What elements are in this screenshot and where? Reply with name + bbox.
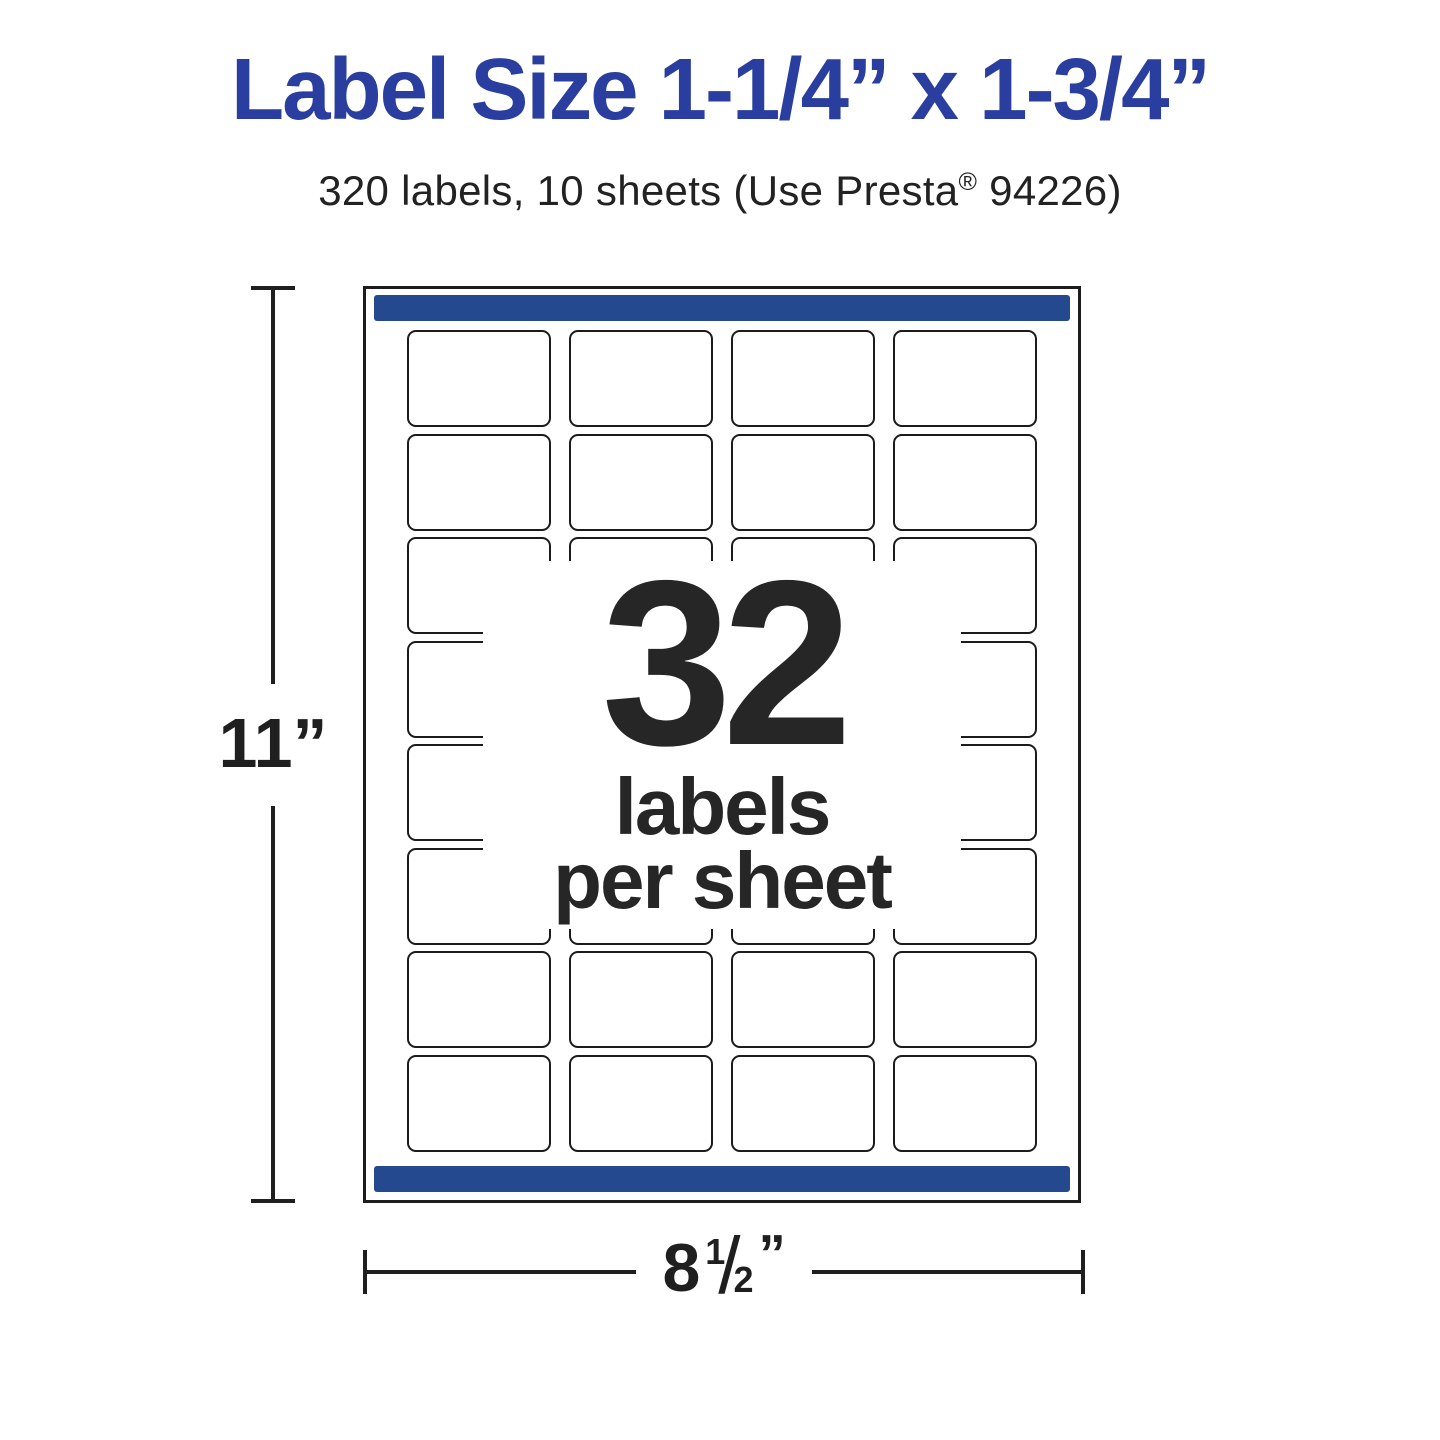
height-dim-bottom-cap [251, 1199, 295, 1203]
page-subtitle: 320 labels, 10 sheets (Use Presta® 94226… [0, 167, 1440, 215]
height-dimension: 11” [219, 286, 328, 1203]
label-cell [731, 1054, 875, 1152]
label-cell [407, 433, 551, 531]
sheet-bottom-strip [374, 1166, 1070, 1192]
width-whole-number: 8 [662, 1230, 701, 1306]
width-unit-mark: ” [758, 1224, 786, 1284]
sheet-top-strip [374, 295, 1070, 321]
height-dim-upper-line [271, 290, 275, 684]
label-cell [407, 951, 551, 1048]
height-dim-top-cap [251, 286, 295, 290]
label-cell [569, 330, 713, 427]
labels-per-sheet-callout: 32 labels per sheet [483, 531, 961, 930]
labels-count-word: labels [614, 761, 832, 851]
height-dim-label: 11” [218, 703, 328, 782]
height-dim-lower-line [271, 805, 275, 1199]
label-cell [893, 951, 1037, 1048]
label-cell [893, 330, 1037, 427]
width-fraction-denominator: 2 [733, 1259, 754, 1300]
width-dim-right-tick [1081, 1250, 1085, 1294]
width-dim-left-tick [363, 1250, 367, 1294]
label-cell [569, 951, 713, 1048]
label-cell [731, 330, 875, 427]
label-cell [731, 951, 875, 1048]
width-dim-label: 8 1 / 2 ” [636, 1221, 811, 1310]
width-dim-left-line [367, 1270, 637, 1274]
subtitle-text: 320 labels, 10 sheets (Use Presta [318, 167, 959, 214]
width-fraction-numerator: 1 [705, 1231, 726, 1272]
labels-count: 32 [601, 531, 852, 794]
subtitle-sku: 94226) [977, 167, 1122, 214]
registered-trademark-icon: ® [958, 168, 978, 196]
label-cell [569, 1054, 713, 1152]
label-cell [569, 433, 713, 531]
label-sheet-diagram: 32 labels per sheet [363, 286, 1081, 1203]
width-dimension: 8 1 / 2 ” [363, 1226, 1085, 1306]
label-cell [407, 1054, 551, 1152]
label-cell [407, 330, 551, 427]
label-cell [893, 1054, 1037, 1152]
width-fraction-slash: / [718, 1221, 741, 1310]
width-dim-right-line [811, 1270, 1081, 1274]
page-title: Label Size 1-1/4” x 1-3/4” [231, 41, 1211, 138]
label-cell [731, 433, 875, 531]
label-cell [893, 433, 1037, 531]
per-sheet-text: per sheet [553, 836, 893, 926]
